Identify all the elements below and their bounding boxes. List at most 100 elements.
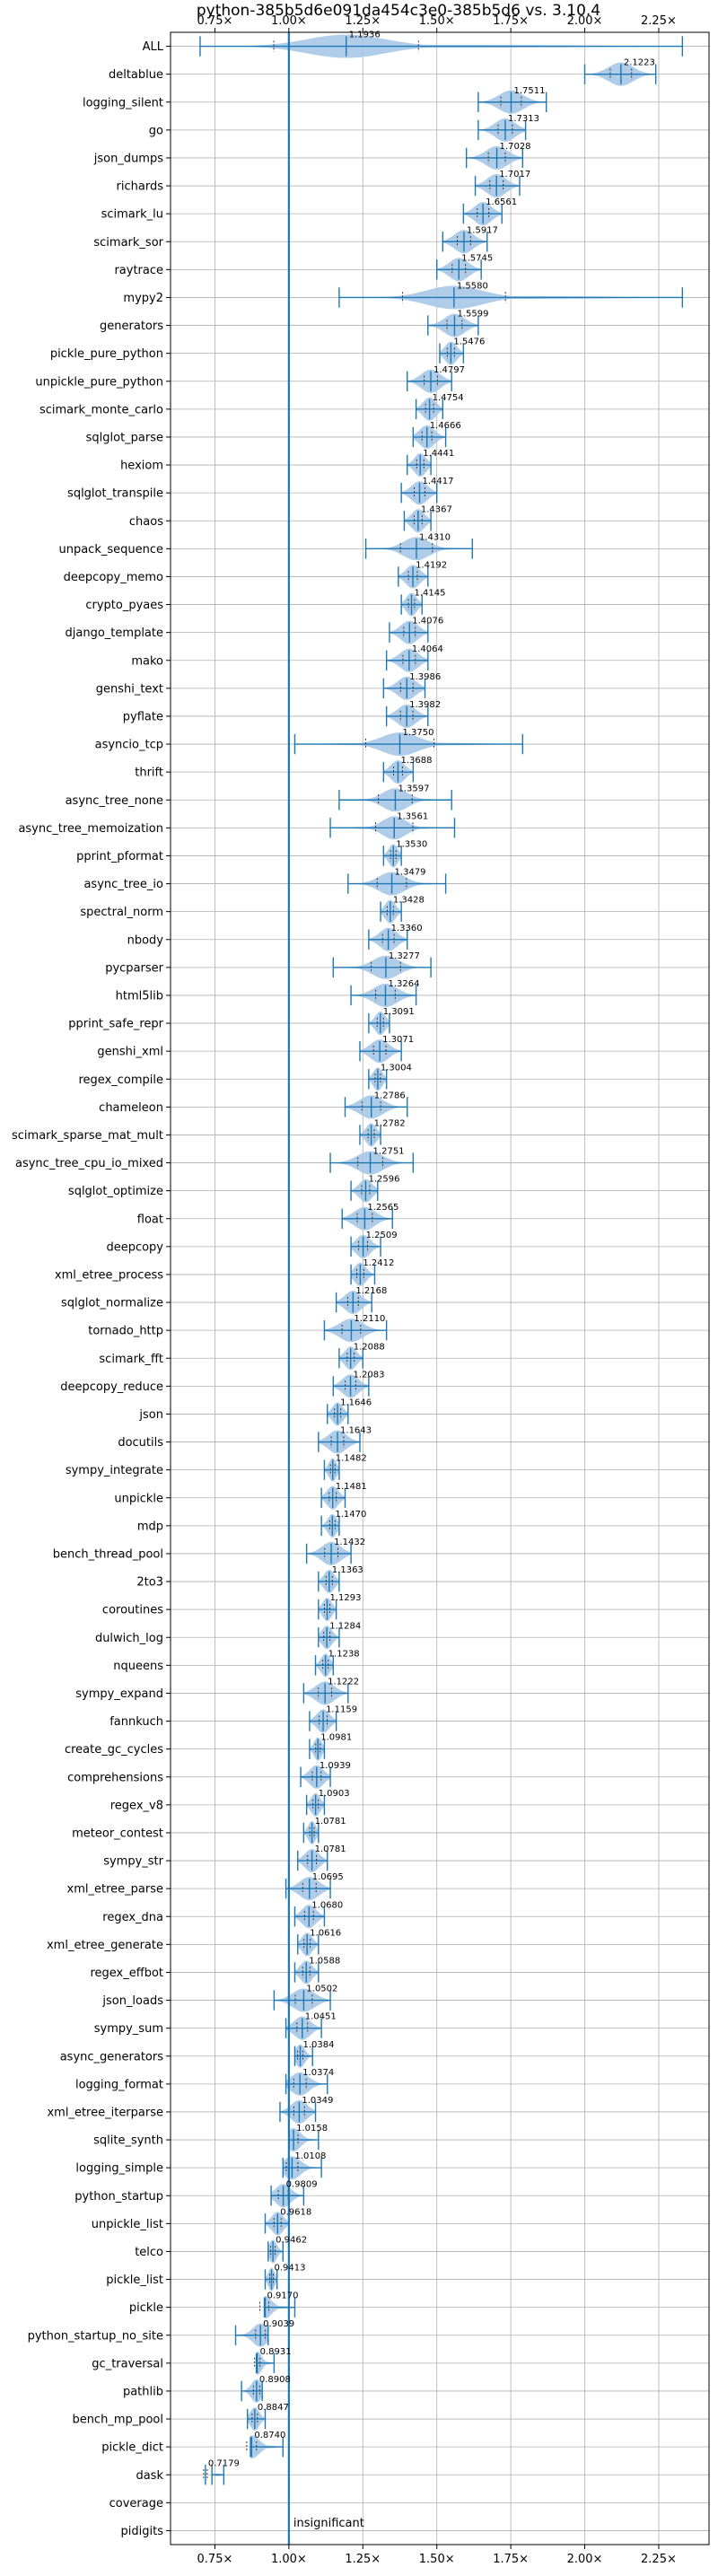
value-label: 1.4441 bbox=[423, 449, 454, 459]
category-label: create_gc_cycles bbox=[65, 1743, 163, 1757]
value-label: 1.2088 bbox=[354, 1342, 385, 1352]
value-label: 1.3561 bbox=[397, 811, 428, 821]
category-label: xml_etree_parse bbox=[67, 1883, 163, 1897]
value-label: 1.4754 bbox=[433, 393, 464, 403]
x-tick-label-bottom: 1.00× bbox=[271, 2553, 307, 2566]
value-label: 1.1646 bbox=[340, 1398, 372, 1407]
category-label: genshi_text bbox=[96, 682, 163, 696]
category-label: pickle bbox=[129, 2301, 163, 2315]
value-label: 1.0903 bbox=[319, 1789, 350, 1799]
value-label: 1.4064 bbox=[412, 644, 443, 654]
value-label: 1.3479 bbox=[395, 868, 426, 878]
value-label: 1.1481 bbox=[336, 1482, 367, 1492]
x-tick-label-top: 1.50× bbox=[419, 14, 455, 28]
value-label: 1.7028 bbox=[500, 142, 531, 152]
x-tick-label-bottom: 1.50× bbox=[419, 2553, 455, 2566]
category-label: 2to3 bbox=[136, 1576, 163, 1590]
category-label: genshi_xml bbox=[97, 1046, 163, 1059]
category-label: docutils bbox=[118, 1436, 163, 1450]
category-label: tornado_http bbox=[88, 1325, 163, 1338]
value-label: 1.1936 bbox=[349, 31, 381, 40]
category-label: scimark_monte_carlo bbox=[39, 403, 163, 416]
category-label: json_loads bbox=[101, 1994, 163, 2008]
category-label: async_tree_none bbox=[66, 794, 163, 808]
value-label: 1.2509 bbox=[366, 1231, 398, 1240]
category-label: logging_simple bbox=[75, 2162, 163, 2176]
value-label: 1.0981 bbox=[320, 1733, 352, 1743]
category-label: logging_format bbox=[75, 2078, 163, 2091]
category-label: mdp bbox=[137, 1520, 163, 1533]
value-label: 2.1223 bbox=[624, 58, 655, 68]
value-label: 1.0158 bbox=[296, 2124, 328, 2134]
value-label: 1.1222 bbox=[328, 1677, 359, 1687]
value-label: 1.0939 bbox=[320, 1761, 351, 1771]
category-label: dulwich_log bbox=[95, 1632, 163, 1645]
value-label: 1.1470 bbox=[335, 1510, 366, 1520]
category-label: unpack_sequence bbox=[58, 543, 163, 556]
value-label: 1.1363 bbox=[332, 1565, 363, 1575]
value-label: 1.3428 bbox=[393, 896, 425, 906]
value-label: 1.5917 bbox=[467, 225, 498, 235]
category-label: async_tree_cpu_io_mixed bbox=[15, 1157, 163, 1170]
category-label: deepcopy bbox=[106, 1240, 163, 1254]
value-label: 1.3264 bbox=[388, 979, 419, 989]
category-label: pprint_pformat bbox=[76, 850, 163, 863]
category-label: pickle_pure_python bbox=[50, 347, 163, 361]
value-label: 0.7179 bbox=[208, 2458, 240, 2468]
value-label: 1.4310 bbox=[419, 532, 451, 542]
value-label: 1.4076 bbox=[412, 617, 443, 626]
value-label: 1.7017 bbox=[499, 170, 530, 180]
value-label: 1.5745 bbox=[461, 253, 493, 263]
value-label: 1.4797 bbox=[433, 365, 465, 375]
x-tick-label-bottom: 2.00× bbox=[567, 2553, 603, 2566]
category-label: ALL bbox=[143, 40, 164, 54]
category-label: sqlglot_optimize bbox=[68, 1185, 163, 1198]
value-label: 1.0451 bbox=[305, 2012, 337, 2022]
value-label: 1.3277 bbox=[389, 951, 420, 961]
value-label: 1.0108 bbox=[294, 2151, 326, 2161]
category-label: pickle_list bbox=[106, 2274, 163, 2287]
value-label: 1.0588 bbox=[309, 1956, 340, 1966]
plot-frame bbox=[170, 31, 710, 2545]
category-label: coverage bbox=[109, 2497, 163, 2510]
x-tick-label-bottom: 0.75× bbox=[197, 2553, 233, 2566]
value-label: 1.1482 bbox=[336, 1454, 367, 1464]
category-label: sqlglot_parse bbox=[86, 431, 163, 444]
value-label: 1.2751 bbox=[373, 1147, 405, 1157]
category-label: async_tree_memoization bbox=[18, 822, 163, 836]
category-label: richards bbox=[117, 180, 164, 194]
category-label: regex_v8 bbox=[110, 1799, 163, 1812]
category-label: deepcopy_reduce bbox=[60, 1380, 163, 1394]
insignificant-annotation: insignificant bbox=[293, 2517, 364, 2530]
value-label: 1.3004 bbox=[381, 1063, 412, 1073]
x-tick-label-top: 0.75× bbox=[197, 14, 233, 28]
category-label: json bbox=[138, 1408, 163, 1422]
value-label: 1.3750 bbox=[402, 728, 433, 738]
value-label: 1.4367 bbox=[421, 504, 452, 514]
value-label: 1.0680 bbox=[311, 1900, 343, 1910]
value-label: 1.3688 bbox=[400, 756, 432, 766]
category-label: sympy_expand bbox=[75, 1687, 163, 1701]
value-label: 1.2083 bbox=[354, 1370, 385, 1380]
value-label: 1.5599 bbox=[457, 310, 488, 320]
x-tick-label-bottom: 1.25× bbox=[345, 2553, 381, 2566]
category-label: mypy2 bbox=[123, 292, 163, 305]
category-label: hexiom bbox=[120, 460, 163, 473]
value-label: 1.1643 bbox=[340, 1426, 372, 1436]
value-label: 1.4192 bbox=[416, 560, 447, 570]
x-tick-label-top: 2.25× bbox=[641, 14, 677, 28]
value-label: 1.0502 bbox=[306, 1985, 337, 1994]
value-label: 1.3986 bbox=[409, 672, 441, 682]
value-label: 1.0781 bbox=[315, 1817, 346, 1827]
value-labels: 1.1936 2.1223 1.7511 1.7313 1.7028 1.7017 1.65… bbox=[208, 31, 655, 2469]
x-tick-label-top: 1.75× bbox=[493, 14, 529, 28]
value-label: 0.8847 bbox=[258, 2403, 289, 2413]
category-label: deepcopy_memo bbox=[64, 571, 163, 584]
value-label: 0.8908 bbox=[259, 2375, 291, 2385]
category-label: asyncio_tcp bbox=[95, 739, 163, 752]
category-label: chameleon bbox=[99, 1101, 163, 1115]
value-label: 1.3597 bbox=[398, 784, 429, 793]
category-label: pprint_safe_repr bbox=[68, 1018, 163, 1031]
category-label: async_generators bbox=[60, 2050, 164, 2063]
